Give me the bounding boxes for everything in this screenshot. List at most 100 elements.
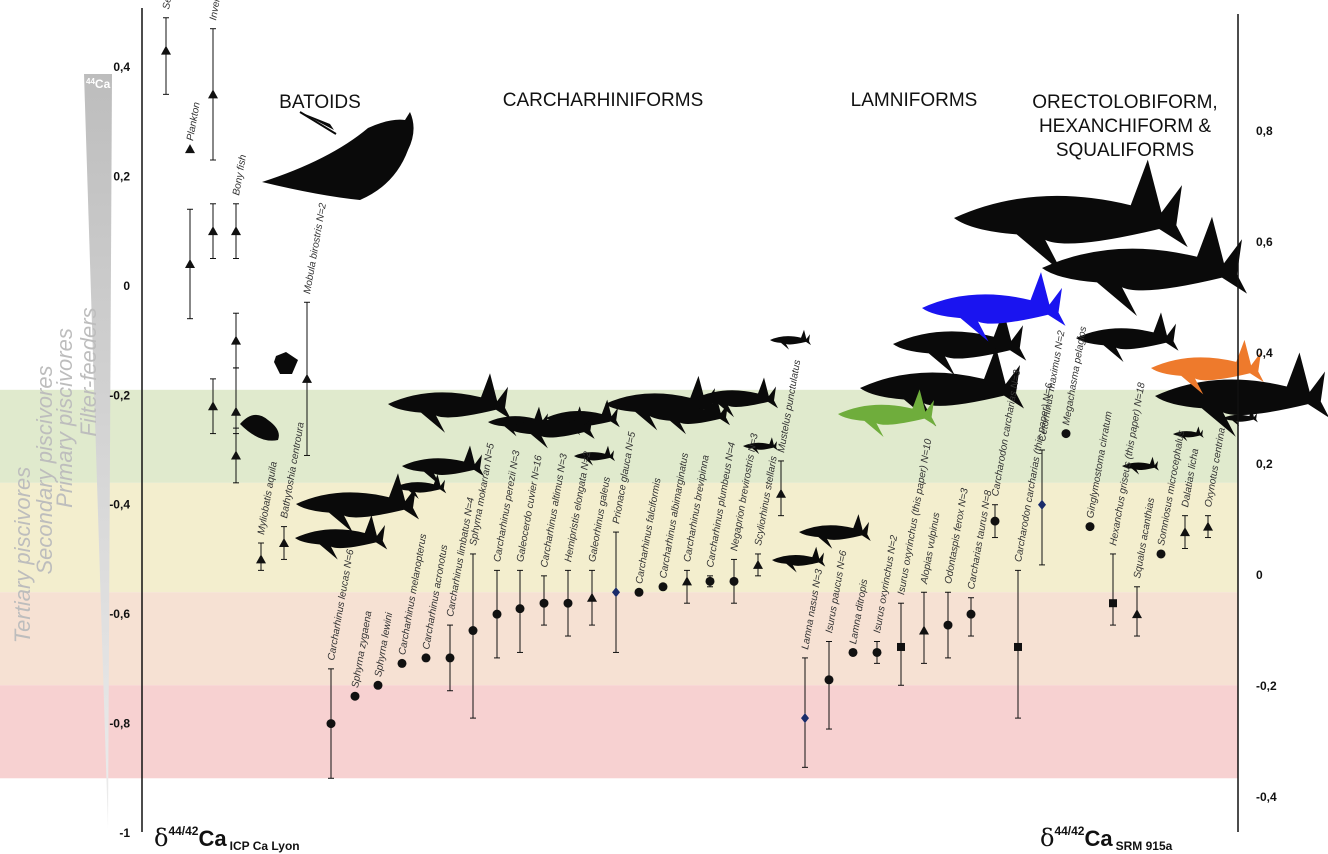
right-tick-label: -0,2 bbox=[1256, 679, 1277, 693]
point-carcharhinus-brevipinna-marker bbox=[682, 576, 692, 586]
shark-17-silhouette bbox=[799, 514, 871, 549]
diet-zones bbox=[0, 389, 1238, 779]
point-invertebrates-marker bbox=[208, 401, 218, 411]
gradient-label: 44Ca bbox=[86, 77, 111, 91]
zone-band-primary-piscivores bbox=[0, 482, 1238, 593]
left-axis-title-main: Ca bbox=[198, 826, 227, 851]
right-axis-title-main: Ca bbox=[1084, 826, 1113, 851]
stingray-silhouette bbox=[274, 352, 298, 374]
point-isurus-paucus-n-6-marker bbox=[824, 675, 834, 685]
point-carcharhinus-perezii-n-3-marker bbox=[492, 609, 502, 619]
zone-label-tertiary-piscivores: Tertiary piscivores bbox=[10, 467, 35, 643]
point-carcharhinus-altimus-n-3-marker bbox=[539, 598, 549, 608]
shark-13-silhouette bbox=[296, 473, 419, 533]
right-axis-title-sub: SRM 915a bbox=[1116, 839, 1173, 853]
left-axis-title-prefix: δ bbox=[154, 824, 168, 852]
right-tick-label: 0,2 bbox=[1256, 457, 1273, 471]
dogfish-small-silhouette bbox=[1173, 426, 1204, 442]
left-axis-title-sub: ICP Ca Lyon bbox=[230, 839, 300, 853]
right-axis-title-prefix: δ bbox=[1040, 824, 1054, 852]
left-tick-label: 0,4 bbox=[113, 60, 130, 74]
right-tick-label: 0,6 bbox=[1256, 235, 1273, 249]
whale-shark-silhouette bbox=[1042, 216, 1247, 316]
isurus-green-silhouette bbox=[838, 389, 937, 438]
point-sphyrna-mokarran-n-5-marker bbox=[468, 626, 478, 636]
left-tick-label: 0,2 bbox=[113, 169, 130, 183]
group-label-line: LAMNIFORMS bbox=[851, 90, 978, 111]
left-tick-label: -0,4 bbox=[109, 498, 130, 512]
group-label-batoids: BATOIDS bbox=[279, 92, 361, 113]
shark-5-silhouette bbox=[546, 399, 620, 436]
shark-8-silhouette bbox=[696, 377, 778, 418]
point-carcharhinus-albimarginatus-marker bbox=[658, 582, 668, 592]
point-somniosus-microcephalus-marker bbox=[1156, 549, 1166, 559]
point-galeorhinus-galeus-marker bbox=[587, 592, 597, 602]
point-invertebrates-label: Invertebrates bbox=[208, 0, 229, 21]
point-carcharhinus-acronotus-marker bbox=[421, 653, 431, 663]
shark-14-silhouette bbox=[295, 514, 388, 560]
left-tick-label: -0,6 bbox=[109, 607, 130, 621]
point-bony-fish-marker bbox=[231, 335, 241, 345]
manta-ray-silhouette bbox=[262, 112, 414, 200]
point-galeocerdo-cuvier-n-16-marker bbox=[515, 604, 525, 614]
left-tick-label: -0,8 bbox=[109, 717, 130, 731]
point-mobula-birostris-n-2-label: Mobula birostris N=2 bbox=[302, 202, 329, 295]
squalus-silhouette bbox=[1122, 456, 1159, 475]
point-lamna-nasus-n-3-marker bbox=[801, 713, 809, 724]
basking-shark-silhouette bbox=[954, 159, 1188, 273]
point-isurus-oxyrinchus-n-2-marker bbox=[872, 647, 882, 657]
group-label-line: CARCHARHINIFORMS bbox=[503, 90, 704, 111]
lamniform-2-silhouette bbox=[860, 347, 1024, 427]
point-bony-fish-marker bbox=[231, 450, 241, 460]
point-hexanchus-griseus-this-paper-n-18-marker bbox=[1109, 599, 1117, 608]
point-megachasma-pelagios-marker bbox=[1061, 429, 1071, 439]
point-hemipristis-elongata-n-2-marker bbox=[563, 598, 573, 608]
gradient-label-main: Ca bbox=[95, 77, 111, 91]
lamniform-1-silhouette bbox=[893, 310, 1027, 376]
group-label-orectolobiform: ORECTOLOBIFORM, HEXANCHIFORM & SQUALIFORMS bbox=[1032, 92, 1217, 161]
shark-16-silhouette bbox=[743, 437, 778, 455]
right-axis-title-sup: 44/42 bbox=[1054, 824, 1084, 838]
left-tick-label: -1 bbox=[119, 826, 130, 840]
point-prionace-glauca-n-5-marker bbox=[612, 587, 620, 598]
point-invertebrates-marker bbox=[208, 89, 218, 99]
eagle-ray-silhouette bbox=[240, 414, 279, 441]
left-axis-title-sup: 44/42 bbox=[168, 824, 198, 838]
right-tick-label: 0 bbox=[1256, 568, 1263, 582]
left-tick-label: -0,2 bbox=[109, 388, 130, 402]
group-label-carcharhiniforms: CARCHARHINIFORMS bbox=[503, 90, 704, 111]
left-axis-title: δ44/42Ca ICP Ca Lyon bbox=[154, 824, 300, 853]
right-axis-title: δ44/42Ca SRM 915a bbox=[1040, 824, 1173, 853]
point-plankton-label: Plankton bbox=[185, 101, 203, 142]
animal-silhouettes bbox=[240, 111, 1328, 573]
point-mobula-birostris-n-2-marker bbox=[302, 373, 312, 383]
right-axis-ticks: 0,8 0,6 0,4 0,2 0 -0,2 -0,4 bbox=[1256, 124, 1277, 804]
calcium-gradient-triangle bbox=[84, 74, 112, 828]
group-label-lamniforms: LAMNIFORMS bbox=[851, 90, 978, 111]
shark-10-silhouette bbox=[574, 445, 615, 466]
point-alopias-vulpinus-marker bbox=[919, 625, 929, 635]
point-carcharhinus-plumbeus-n-4-marker bbox=[705, 576, 715, 586]
right-tick-label: 0,8 bbox=[1256, 124, 1273, 138]
left-tick-label: 0 bbox=[123, 279, 130, 293]
shark-6-silhouette bbox=[605, 375, 718, 431]
point-carcharias-taurus-n-8-marker bbox=[966, 609, 976, 619]
nurse-shark-silhouette bbox=[1076, 312, 1179, 362]
point-seawater-marker bbox=[161, 45, 171, 55]
zone-band-secondary-piscivores bbox=[0, 592, 1238, 686]
point-sphyrna-zygaena-marker bbox=[350, 691, 360, 701]
point-odontaspis-ferox-n-3-marker bbox=[943, 620, 953, 630]
point-bony-fish-marker bbox=[231, 406, 241, 416]
point-invertebrates-marker bbox=[208, 226, 218, 236]
point-bony-fish-marker bbox=[231, 226, 241, 236]
point-cetorhinus-maximus-n-2-marker bbox=[1038, 499, 1046, 510]
group-label-line: BATOIDS bbox=[279, 92, 361, 113]
point-carcharodon-carcharias-n-3-marker bbox=[990, 516, 1000, 526]
zone-label-secondary-piscivores: Secondary piscivores bbox=[32, 365, 57, 574]
gradient-label-sup: 44 bbox=[86, 77, 95, 86]
point-mustelus-punctulatus-marker bbox=[776, 488, 786, 498]
point-isurus-oxyrinchus-this-paper-n-10-marker bbox=[897, 642, 905, 651]
point-oxynotus-centrina-marker bbox=[1203, 521, 1213, 531]
point-carcharodon-carcharias-this-paper-n-6-marker bbox=[1014, 642, 1022, 651]
